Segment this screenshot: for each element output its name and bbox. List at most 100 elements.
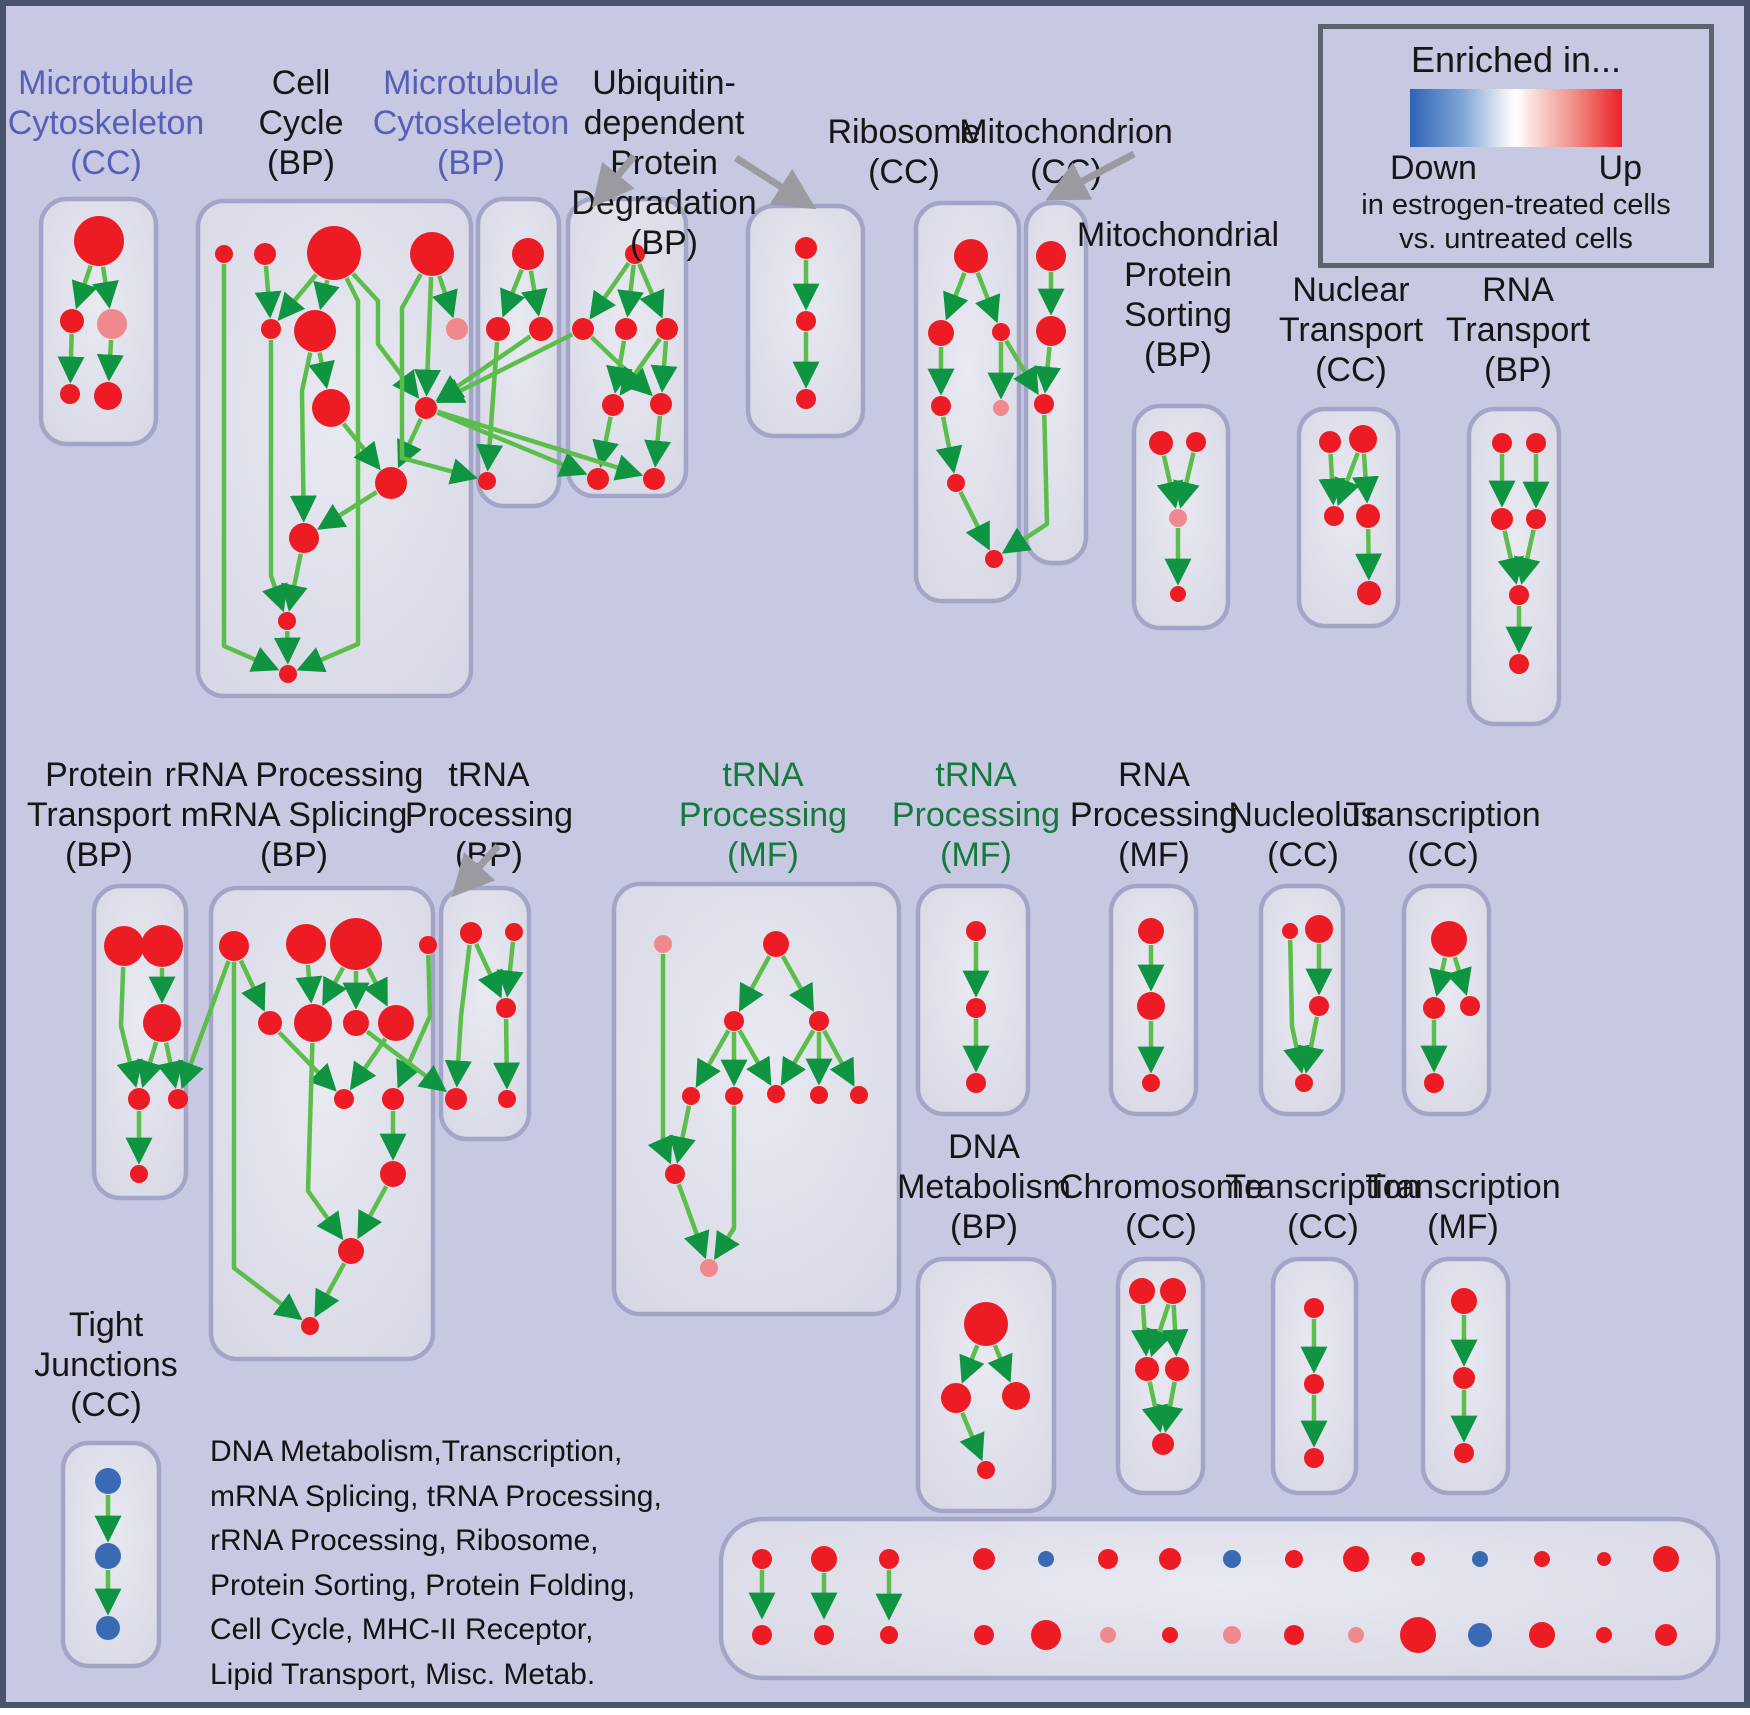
cluster-label: (BP) [267, 144, 335, 182]
relation-edge [822, 1029, 855, 1087]
gene-node [880, 1626, 898, 1644]
gene-node [1305, 915, 1333, 943]
gene-node [95, 1543, 121, 1569]
relation-edge [737, 1029, 772, 1086]
gene-node [60, 309, 84, 333]
gene-node [1152, 1433, 1174, 1455]
cluster-label: Metabolism [897, 1168, 1071, 1206]
gene-node [1036, 241, 1066, 271]
gene-node [752, 1625, 772, 1645]
relation-edge [592, 416, 619, 468]
gene-node [1098, 1549, 1118, 1569]
callout-arrow [734, 155, 817, 210]
cluster-label: (CC) [70, 144, 142, 182]
relation-edge [959, 1344, 985, 1384]
gene-node [752, 1549, 772, 1569]
relation-edge [1004, 339, 1039, 396]
relation-edge [975, 271, 1001, 324]
relation-edge [1429, 957, 1456, 997]
relation-edge [476, 341, 504, 472]
cluster-label: tRNA [722, 756, 804, 794]
relation-edge [317, 490, 378, 530]
gene-node [1655, 1624, 1677, 1646]
gene-node [334, 1089, 354, 1109]
relation-edge [1297, 1016, 1325, 1074]
gene-node [941, 1383, 971, 1413]
cluster-label: (BP) [260, 836, 328, 874]
cluster-box-nuclear-transport [1296, 406, 1401, 629]
gene-node [1454, 1443, 1474, 1463]
relation-edge [647, 954, 673, 1165]
cluster-label: tRNA [448, 756, 530, 794]
relation-edge [295, 964, 323, 1004]
relation-edge [92, 266, 119, 309]
gene-node [966, 1073, 986, 1093]
gene-node [1468, 1623, 1492, 1647]
relation-edge [305, 1042, 344, 1241]
gene-node [1357, 581, 1381, 605]
gene-node [74, 216, 124, 266]
cluster-label: RNA [1482, 271, 1554, 309]
cluster-label: (CC) [70, 1386, 142, 1424]
cluster-label: (MF) [940, 836, 1012, 874]
gene-node [1138, 918, 1164, 944]
gene-node [665, 1164, 685, 1184]
cluster-label: Junctions [34, 1346, 178, 1384]
gene-node [809, 1011, 829, 1031]
relation-edge [1156, 455, 1184, 509]
gene-node [1304, 1448, 1324, 1468]
relation-edge [606, 340, 633, 394]
relation-edge [277, 273, 318, 321]
gene-node [128, 1088, 150, 1110]
relation-edge [1161, 1304, 1189, 1357]
relation-edge [178, 960, 231, 1090]
gene-node [650, 393, 672, 415]
gene-node [378, 1005, 414, 1041]
relation-edge [436, 410, 588, 477]
gene-node [1038, 1551, 1054, 1567]
cluster-label: Microtubule [18, 64, 194, 102]
relation-edge [231, 962, 303, 1321]
relation-edge [436, 409, 644, 481]
gene-node [498, 1090, 516, 1108]
relation-edge [399, 273, 478, 485]
gene-node [973, 1548, 995, 1570]
gene-node [97, 309, 127, 339]
relation-edge [281, 553, 308, 612]
gene-node [1223, 1626, 1241, 1644]
cluster-label: Transcription [1365, 1168, 1560, 1206]
gene-node [1002, 1382, 1030, 1410]
relation-edge [71, 264, 98, 310]
gene-node [602, 394, 624, 416]
cluster-label: (BP) [1144, 336, 1212, 374]
gene-node [795, 237, 817, 259]
relation-edge [221, 264, 280, 672]
gene-node [382, 1088, 404, 1110]
cluster-label: Transport [1446, 311, 1591, 349]
cluster-label: Protein [45, 756, 153, 794]
gene-node [60, 384, 80, 404]
gene-node [656, 318, 678, 340]
legend-down-label: Down [1390, 149, 1477, 187]
relation-edge [637, 263, 665, 319]
relation-edge [780, 955, 815, 1012]
relation-edge [780, 1029, 816, 1086]
gene-node [966, 998, 986, 1018]
relation-edge [351, 272, 420, 399]
gene-node [96, 1616, 120, 1640]
gene-node [219, 931, 249, 961]
cluster-label: (MF) [727, 836, 799, 874]
relation-edge [363, 967, 389, 1007]
misc-text-line: mRNA Splicing, tRNA Processing, [210, 1479, 662, 1513]
gene-node [1159, 1548, 1181, 1570]
gene-node [1431, 921, 1467, 957]
cluster-label: (MF) [1118, 836, 1190, 874]
relation-edge [1001, 414, 1050, 554]
legend-gradient-bar [1410, 89, 1622, 147]
cluster-label: (CC) [868, 153, 940, 191]
gene-node [95, 1468, 121, 1494]
gene-node [1509, 654, 1529, 674]
gene-node [286, 924, 326, 964]
cluster-label: Processing [679, 796, 847, 834]
gene-node [725, 1087, 743, 1105]
